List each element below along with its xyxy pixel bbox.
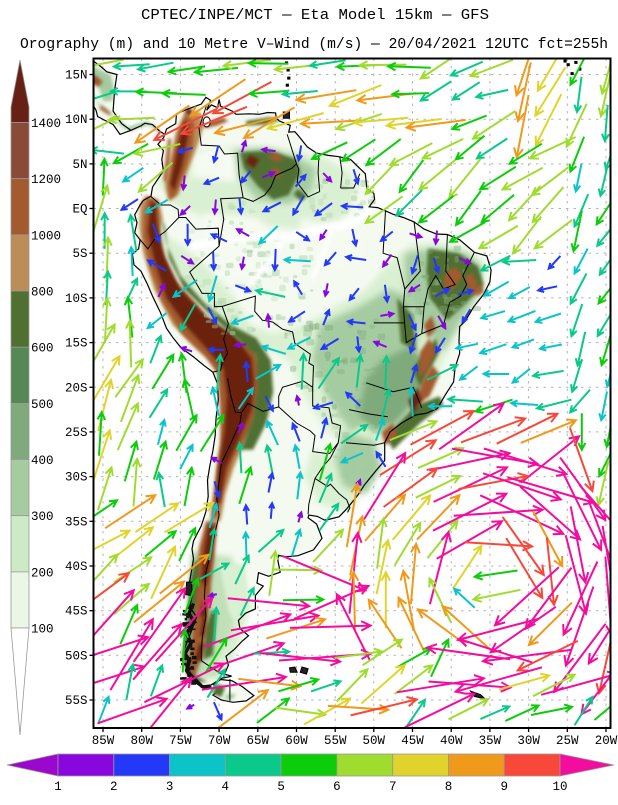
- svg-text:30S: 30S: [65, 471, 88, 485]
- svg-text:300: 300: [31, 510, 54, 524]
- svg-text:40S: 40S: [65, 560, 88, 574]
- svg-text:40W: 40W: [440, 734, 463, 748]
- svg-text:CPTEC/INPE/MCT — Eta Model 15: CPTEC/INPE/MCT — Eta Model 15km — GFS: [141, 7, 489, 24]
- svg-text:75W: 75W: [169, 734, 192, 748]
- svg-text:1200: 1200: [31, 173, 61, 187]
- svg-text:25W: 25W: [556, 734, 579, 748]
- svg-text:400: 400: [31, 454, 54, 468]
- svg-text:5: 5: [277, 780, 285, 794]
- svg-text:50S: 50S: [65, 649, 88, 663]
- svg-text:30W: 30W: [517, 734, 540, 748]
- svg-text:5N: 5N: [72, 158, 87, 172]
- svg-text:7: 7: [389, 780, 397, 794]
- svg-text:100: 100: [31, 623, 54, 637]
- svg-text:45S: 45S: [65, 605, 88, 619]
- svg-text:80W: 80W: [130, 734, 153, 748]
- svg-text:800: 800: [31, 286, 54, 300]
- svg-text:50W: 50W: [363, 734, 386, 748]
- svg-text:EQ: EQ: [72, 203, 87, 217]
- svg-text:20W: 20W: [595, 734, 618, 748]
- svg-text:45W: 45W: [401, 734, 424, 748]
- svg-text:85W: 85W: [92, 734, 115, 748]
- svg-text:70W: 70W: [208, 734, 231, 748]
- svg-text:1000: 1000: [31, 229, 61, 243]
- svg-text:200: 200: [31, 566, 54, 580]
- svg-text:Orography (m) and 10 Metre V–W: Orography (m) and 10 Metre V–Wind (m/s) …: [20, 37, 608, 53]
- svg-text:60W: 60W: [285, 734, 308, 748]
- svg-text:1: 1: [54, 780, 62, 794]
- svg-text:9: 9: [500, 780, 508, 794]
- svg-text:5S: 5S: [72, 247, 87, 261]
- svg-text:500: 500: [31, 398, 54, 412]
- svg-text:25S: 25S: [65, 426, 88, 440]
- svg-text:1400: 1400: [31, 117, 61, 131]
- svg-text:35W: 35W: [479, 734, 502, 748]
- svg-text:55S: 55S: [65, 694, 88, 708]
- svg-text:4: 4: [222, 780, 230, 794]
- svg-text:3: 3: [166, 780, 174, 794]
- svg-text:65W: 65W: [247, 734, 270, 748]
- svg-text:55W: 55W: [324, 734, 347, 748]
- svg-text:10: 10: [552, 780, 567, 794]
- svg-text:10S: 10S: [65, 292, 88, 306]
- svg-text:6: 6: [333, 780, 341, 794]
- svg-text:2: 2: [110, 780, 118, 794]
- svg-text:600: 600: [31, 342, 54, 356]
- svg-text:20S: 20S: [65, 381, 88, 395]
- svg-text:35S: 35S: [65, 515, 88, 529]
- svg-text:15N: 15N: [65, 69, 88, 83]
- svg-text:15S: 15S: [65, 337, 88, 351]
- svg-text:8: 8: [445, 780, 453, 794]
- svg-text:10N: 10N: [65, 113, 88, 127]
